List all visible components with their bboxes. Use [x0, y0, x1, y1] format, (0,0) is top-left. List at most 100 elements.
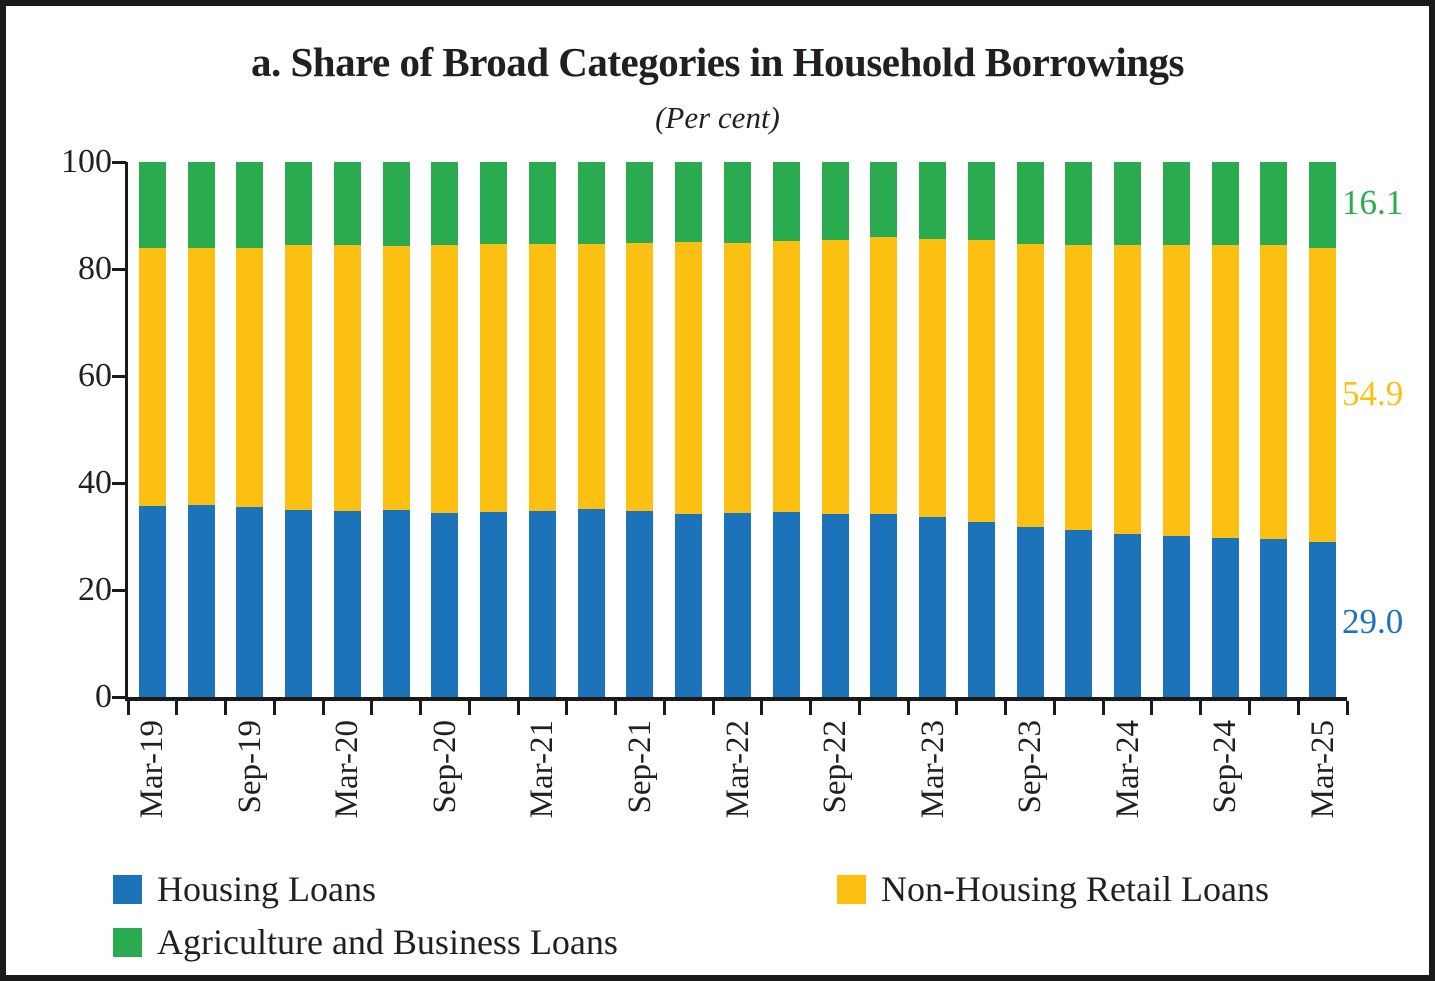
- data-label-housing: 29.0: [1342, 602, 1404, 641]
- bar-segment: [382, 509, 410, 697]
- y-axis-tick: [112, 160, 126, 164]
- x-axis-tick: [662, 701, 666, 715]
- x-axis-tick: [711, 701, 715, 715]
- bar-segment: [1162, 162, 1190, 246]
- bar-segment: [967, 522, 995, 697]
- bar-Jun-22: [772, 162, 800, 697]
- bar-segment: [1260, 244, 1288, 539]
- bar-Mar-21: [528, 162, 556, 697]
- x-axis-label-Mar-21: Mar-21: [524, 720, 561, 819]
- bar-Sep-23: [1016, 162, 1044, 697]
- legend-label-housing: Housing Loans: [157, 869, 376, 909]
- bar-Mar-25: [1309, 162, 1337, 697]
- x-axis-tick: [1247, 701, 1251, 715]
- x-axis-tick: [565, 701, 569, 715]
- bar-segment: [1162, 535, 1190, 697]
- bar-Sep-22: [821, 162, 849, 697]
- x-axis-tick: [321, 701, 325, 715]
- bar-segment: [870, 162, 898, 237]
- bar-Sep-20: [431, 162, 459, 697]
- x-axis-tick: [614, 701, 618, 715]
- x-axis-label-Sep-20: Sep-20: [426, 720, 463, 814]
- bar-segment: [138, 506, 166, 697]
- bar-segment: [236, 162, 264, 248]
- x-axis-tick: [1150, 701, 1154, 715]
- legend-label-agri-business: Agriculture and Business Loans: [157, 922, 618, 962]
- legend-swatch-agri-business: [113, 927, 142, 957]
- bar-segment: [333, 244, 361, 511]
- x-axis-label-Sep-24: Sep-24: [1207, 720, 1244, 814]
- bar-segment: [1114, 533, 1142, 697]
- bar-segment: [675, 514, 703, 697]
- bar-segment: [382, 246, 410, 510]
- bar-segment: [821, 162, 849, 240]
- bar-segment: [1114, 162, 1142, 245]
- x-axis-label-Mar-19: Mar-19: [134, 720, 171, 819]
- bar-segment: [187, 162, 215, 249]
- legend-item-housing: Housing Loans: [113, 870, 376, 908]
- bar-segment: [187, 248, 215, 506]
- bar-segment: [1260, 162, 1288, 245]
- x-axis-tick: [1296, 701, 1300, 715]
- chart-title: a. Share of Broad Categories in Househol…: [250, 39, 1185, 85]
- x-axis-label-Mar-20: Mar-20: [329, 720, 366, 819]
- bar-segment: [1260, 538, 1288, 697]
- bar-segment: [528, 162, 556, 244]
- bar-segment: [1162, 245, 1190, 536]
- bar-segment: [528, 510, 556, 697]
- bar-segment: [724, 243, 751, 513]
- bar-segment: [285, 509, 313, 697]
- x-axis-tick: [419, 701, 423, 715]
- bar-Jun-24: [1162, 162, 1190, 697]
- x-axis-tick: [760, 701, 764, 715]
- x-axis-label-Mar-25: Mar-25: [1304, 720, 1341, 819]
- y-axis-label-100: 100: [61, 143, 112, 180]
- x-axis-tick: [370, 701, 374, 715]
- y-axis-label-60: 60: [78, 357, 112, 394]
- x-axis-tick: [224, 701, 228, 715]
- bar-segment: [724, 512, 751, 697]
- x-axis-tick: [1004, 701, 1008, 715]
- bar-Dec-21: [675, 162, 703, 697]
- y-axis-tick: [112, 481, 126, 485]
- bar-segment: [1211, 537, 1239, 697]
- bar-segment: [138, 162, 166, 249]
- bar-segment: [333, 162, 361, 245]
- bar-Dec-24: [1260, 162, 1288, 697]
- bar-segment: [1211, 244, 1239, 538]
- bar-Mar-19: [138, 162, 166, 697]
- bar-segment: [431, 512, 459, 697]
- bar-segment: [772, 512, 800, 697]
- bar-segment: [187, 505, 215, 697]
- bar-segment: [431, 244, 459, 513]
- chart-subtitle: (Per cent): [655, 100, 780, 135]
- bar-segment: [1211, 162, 1239, 245]
- bar-Sep-24: [1211, 162, 1239, 697]
- bar-segment: [480, 243, 508, 512]
- y-axis-tick: [112, 588, 126, 592]
- bar-segment: [919, 517, 947, 697]
- bar-segment: [675, 162, 703, 243]
- bar-segment: [577, 162, 605, 244]
- bar-Mar-23: [919, 162, 947, 697]
- x-axis-tick: [1101, 701, 1105, 715]
- bar-segment: [1016, 162, 1044, 245]
- bar-segment: [138, 248, 166, 507]
- bar-segment: [1065, 244, 1093, 531]
- bar-segment: [1016, 526, 1044, 697]
- x-axis-tick: [126, 701, 130, 715]
- x-axis-tick: [516, 701, 520, 715]
- x-axis-tick: [1345, 701, 1349, 715]
- bar-segment: [236, 247, 264, 507]
- bar-Mar-20: [333, 162, 361, 697]
- y-axis-tick: [112, 695, 126, 699]
- bar-segment: [285, 245, 313, 510]
- bar-segment: [285, 162, 313, 246]
- x-axis-label-Sep-23: Sep-23: [1012, 720, 1049, 814]
- bar-Jun-21: [577, 162, 605, 697]
- bar-segment: [1309, 541, 1337, 697]
- bar-segment: [1309, 162, 1337, 249]
- bar-Jun-23: [967, 162, 995, 697]
- x-axis-tick: [467, 701, 471, 715]
